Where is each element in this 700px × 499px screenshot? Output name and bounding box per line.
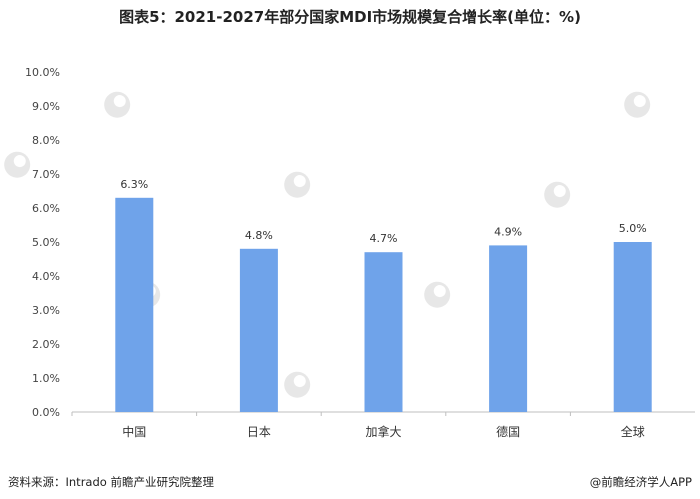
y-tick-label: 8.0% [32, 134, 60, 147]
bar [115, 197, 154, 412]
watermark-logo-inner [113, 95, 126, 108]
data-label: 4.8% [245, 229, 273, 242]
watermark-logo-icon [284, 371, 311, 398]
watermark-logo-icon [424, 281, 451, 308]
watermark-logo-icon [4, 151, 31, 178]
watermark-logo-icon [104, 91, 131, 118]
y-tick-label: 7.0% [32, 168, 60, 181]
brand-credit: @前瞻经济学人APP [589, 475, 692, 489]
data-label: 4.7% [370, 232, 398, 245]
data-labels-group: 6.3% 4.8% 4.7% 4.9% 5.0% [120, 178, 646, 245]
watermark-logo-inner [293, 175, 306, 188]
source-note: 资料来源：Intrado 前瞻产业研究院整理 [8, 475, 214, 489]
y-tick-label: 0.0% [32, 406, 60, 419]
watermark [284, 171, 311, 198]
data-label: 4.9% [494, 225, 522, 238]
x-category-label: 日本 [247, 425, 271, 439]
bar [489, 245, 528, 412]
y-tick-label: 3.0% [32, 304, 60, 317]
y-tick-label: 6.0% [32, 202, 60, 215]
watermark [284, 371, 311, 398]
y-tick-label: 1.0% [32, 372, 60, 385]
watermark-logo-inner [633, 95, 646, 108]
watermark [424, 281, 451, 308]
watermark [104, 91, 131, 118]
watermark-layer [4, 91, 651, 398]
y-tick-label: 10.0% [25, 66, 60, 79]
x-category-label: 中国 [122, 424, 146, 439]
bar [239, 248, 278, 412]
watermark [624, 91, 651, 118]
watermark-logo-inner [433, 285, 446, 298]
x-category-label: 全球 [621, 424, 645, 439]
bar [613, 242, 652, 412]
chart-title: 图表5：2021-2027年部分国家MDI市场规模复合增长率(单位：%) [119, 8, 581, 26]
y-tick-label: 9.0% [32, 100, 60, 113]
data-label: 5.0% [619, 222, 647, 235]
bar [364, 252, 403, 412]
watermark [4, 151, 31, 178]
y-tick-label: 4.0% [32, 270, 60, 283]
category-labels-group: 中国 日本 加拿大 德国 全球 [71, 412, 645, 439]
x-category-label: 德国 [496, 424, 520, 439]
watermark-logo-icon [284, 171, 311, 198]
data-label: 6.3% [120, 178, 148, 191]
watermark-logo-inner [293, 375, 306, 388]
y-tick-label: 2.0% [32, 338, 60, 351]
bars-group [115, 197, 652, 412]
watermark-logo-inner [553, 185, 566, 198]
watermark-logo-icon [624, 91, 651, 118]
y-tick-label: 5.0% [32, 236, 60, 249]
watermark-logo-inner [13, 155, 26, 168]
x-category-label: 加拿大 [365, 424, 401, 439]
watermark-logo-icon [544, 181, 571, 208]
watermark [544, 181, 571, 208]
